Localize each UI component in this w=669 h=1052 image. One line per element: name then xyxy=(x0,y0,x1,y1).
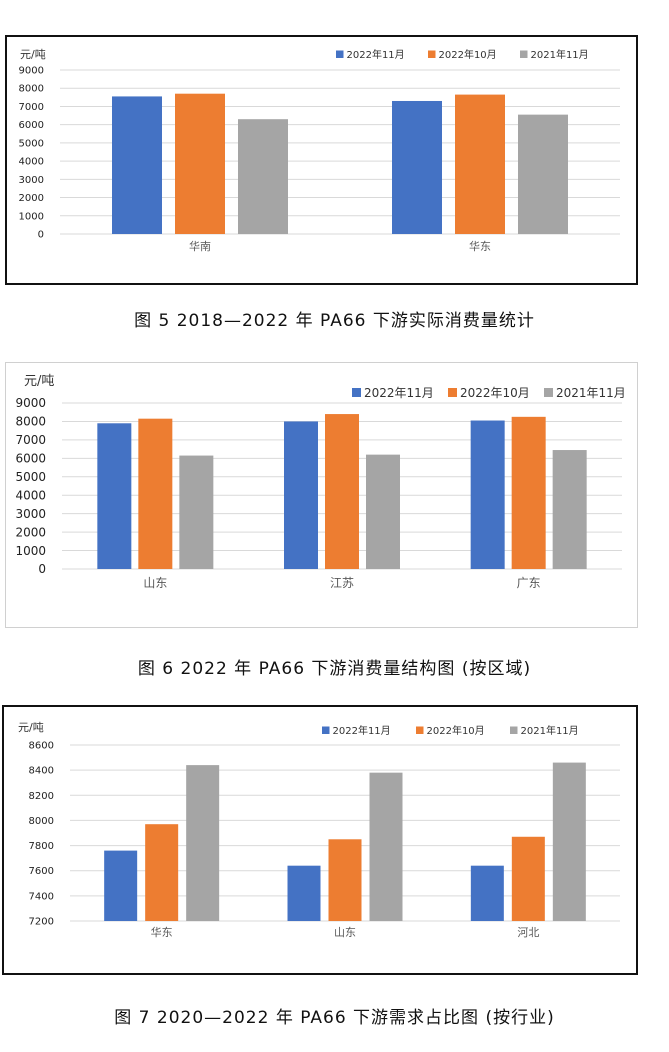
chart-frame-2 xyxy=(5,362,638,628)
bar-河北-2022年10月 xyxy=(511,836,545,921)
bar-华南-2022年10月 xyxy=(175,93,225,234)
y-tick-label: 7200 xyxy=(29,917,54,928)
y-tick-label: 5000 xyxy=(19,138,44,149)
bar-华东-2022年11月 xyxy=(392,100,442,234)
legend-swatch xyxy=(416,726,424,734)
y-tick-label: 8400 xyxy=(29,766,54,777)
bar-江苏-2022年10月 xyxy=(325,414,359,569)
bar-广东-2021年11月 xyxy=(552,450,587,569)
y-tick-label: 8000 xyxy=(15,415,46,429)
bar-华东-2022年10月 xyxy=(455,94,505,234)
bar-华东-2022年10月 xyxy=(145,824,179,921)
legend-swatch xyxy=(336,50,344,58)
y-unit-label: 元/吨 xyxy=(20,48,46,61)
x-category-label: 华南 xyxy=(189,239,211,253)
y-tick-label: 2000 xyxy=(15,525,46,539)
y-tick-label: 8000 xyxy=(19,84,44,95)
y-tick-label: 8000 xyxy=(29,816,54,827)
y-unit-label: 元/吨 xyxy=(18,721,44,734)
y-tick-label: 1000 xyxy=(15,544,46,558)
legend-label: 2021年11月 xyxy=(531,48,589,61)
y-tick-label: 5000 xyxy=(15,470,46,484)
y-tick-label: 4000 xyxy=(15,488,46,502)
bar-华东-2021年11月 xyxy=(518,114,568,234)
y-tick-label: 9000 xyxy=(19,66,44,77)
bar-山东-2022年10月 xyxy=(138,418,173,569)
x-category-label: 山东 xyxy=(334,926,356,939)
y-tick-label: 7000 xyxy=(15,433,46,447)
legend-label: 2022年10月 xyxy=(427,724,485,737)
x-category-label: 山东 xyxy=(143,576,167,590)
x-category-label: 河北 xyxy=(517,926,539,939)
y-tick-label: 6000 xyxy=(19,120,44,131)
y-tick-label: 3000 xyxy=(19,175,44,186)
y-tick-label: 0 xyxy=(38,230,44,241)
bar-山东-2022年11月 xyxy=(287,865,321,921)
bar-山东-2022年10月 xyxy=(328,839,362,921)
chart-1-caption: 图 5 2018—2022 年 PA66 下游实际消费量统计 xyxy=(134,311,535,331)
y-tick-label: 9000 xyxy=(15,396,46,410)
legend-swatch xyxy=(428,50,436,58)
bar-江苏-2022年11月 xyxy=(284,421,318,569)
x-category-label: 华东 xyxy=(469,239,491,253)
bar-华东-2021年11月 xyxy=(186,765,220,921)
legend-label: 2021年11月 xyxy=(556,386,626,400)
chart-2-caption: 图 6 2022 年 PA66 下游消费量结构图 (按区域) xyxy=(137,659,532,679)
y-tick-label: 8600 xyxy=(29,741,54,752)
y-tick-label: 7600 xyxy=(29,866,54,877)
bar-河北-2021年11月 xyxy=(552,762,586,921)
chart-3-caption: 图 7 2020—2022 年 PA66 下游需求占比图 (按行业) xyxy=(114,1008,555,1028)
y-unit-label: 元/吨 xyxy=(24,374,54,389)
x-category-label: 华东 xyxy=(151,925,173,939)
legend-label: 2021年11月 xyxy=(521,724,579,737)
bar-广东-2022年11月 xyxy=(470,420,505,569)
x-category-label: 江苏 xyxy=(330,576,354,590)
legend-swatch xyxy=(352,388,361,397)
chart-frame-3 xyxy=(2,705,638,975)
bar-山东-2021年11月 xyxy=(369,772,403,921)
y-tick-label: 8200 xyxy=(29,791,54,802)
legend-swatch xyxy=(448,388,457,397)
chart-frame-1 xyxy=(5,35,638,285)
bar-河北-2022年11月 xyxy=(470,865,504,921)
y-tick-label: 1000 xyxy=(19,211,44,222)
legend-label: 2022年10月 xyxy=(439,48,497,61)
chart-2-svg: 0 1000 2000 3000 4000 5000 6000 7000 8000 9000 元/吨… xyxy=(15,374,626,590)
legend-label: 2022年11月 xyxy=(347,48,405,61)
bar-华南-2021年11月 xyxy=(238,119,288,234)
y-tick-label: 0 xyxy=(38,562,46,576)
legend-swatch xyxy=(510,726,518,734)
y-tick-label: 4000 xyxy=(19,157,44,168)
legend-swatch xyxy=(322,726,330,734)
y-tick-label: 6000 xyxy=(15,452,46,466)
chart-3-svg: 7200 7400 7600 7800 8000 8200 8400 8600 元/吨华东 山东 河… xyxy=(18,721,620,939)
y-tick-label: 7000 xyxy=(19,102,44,113)
bar-华东-2022年11月 xyxy=(104,850,138,921)
bar-山东-2022年11月 xyxy=(97,423,132,569)
legend-swatch xyxy=(520,50,528,58)
bar-江苏-2021年11月 xyxy=(366,454,400,569)
bar-华南-2022年11月 xyxy=(112,96,162,234)
x-category-label: 广东 xyxy=(517,576,541,590)
y-tick-label: 2000 xyxy=(19,193,44,204)
legend-label: 2022年10月 xyxy=(460,386,530,400)
legend-label: 2022年11月 xyxy=(364,386,434,400)
bar-山东-2021年11月 xyxy=(179,455,214,569)
legend-swatch xyxy=(544,388,553,397)
chart-1-svg: 0 1000 2000 3000 4000 5000 6000 7000 8000 9000 元/吨… xyxy=(19,48,620,253)
y-tick-label: 3000 xyxy=(15,507,46,521)
legend-label: 2022年11月 xyxy=(333,724,391,737)
y-tick-label: 7400 xyxy=(29,891,54,902)
bar-广东-2022年10月 xyxy=(511,416,546,569)
y-tick-label: 7800 xyxy=(29,841,54,852)
